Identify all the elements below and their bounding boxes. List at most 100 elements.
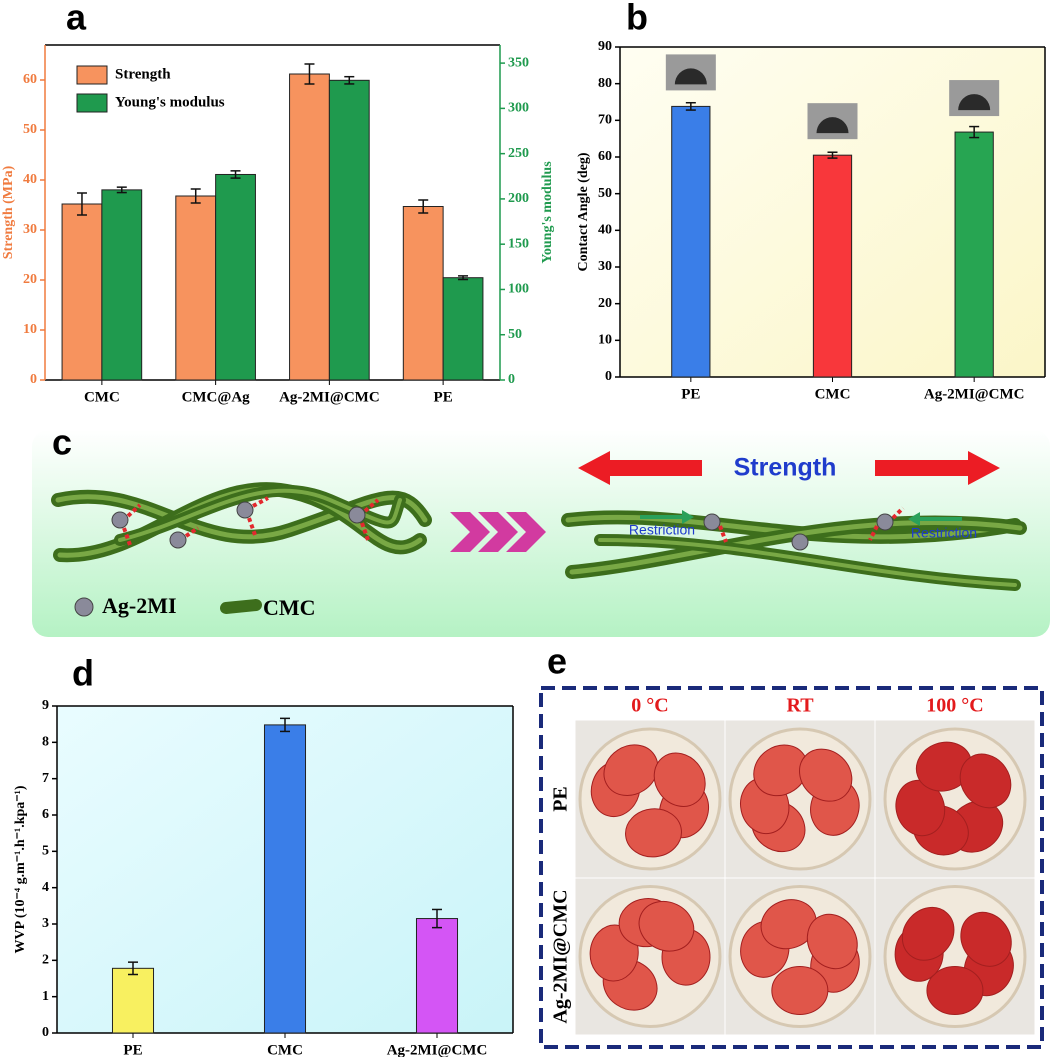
x-tick-label: PE	[123, 1042, 142, 1057]
x-tick-label: PE	[681, 386, 700, 402]
y2-tick-label: 0	[508, 372, 515, 387]
y2-tick-label: 300	[508, 101, 529, 116]
y-tick-label: 7	[42, 771, 49, 786]
x-tick-label: PE	[434, 389, 453, 405]
row-label: PE	[550, 786, 572, 812]
y-tick-label: 1	[42, 989, 49, 1004]
y2-tick-label: 150	[508, 236, 529, 251]
fibers-relaxed	[51, 482, 432, 563]
x-tick-label: Ag-2MI@CMC	[279, 389, 380, 405]
arrow-small	[640, 510, 694, 524]
x-tick-label: CMC@Ag	[182, 389, 251, 405]
legend-label: Young's modulus	[115, 94, 225, 110]
error-bar	[190, 188, 201, 204]
diagram-title: Strength	[734, 454, 837, 482]
y-tick-label: 40	[598, 223, 612, 238]
bar	[111, 967, 155, 1034]
y-tick-label: 70	[598, 113, 612, 128]
error-bar	[344, 75, 355, 85]
strawberry	[806, 913, 858, 970]
y-tick-label: 2	[42, 953, 49, 968]
strawberry	[653, 752, 706, 807]
photo-grid: e 0 °C RT 100 °C PE Ag-2MI@CMC	[539, 641, 1044, 1049]
annotation: Restriction	[629, 522, 695, 538]
bar	[61, 203, 103, 381]
bonds	[122, 496, 905, 546]
droplet	[958, 94, 991, 111]
error-bar	[827, 151, 838, 159]
error-bar	[116, 186, 127, 194]
error-bar	[230, 170, 241, 179]
y-tick-label: 0	[30, 372, 37, 387]
y-tick-label: 0	[605, 369, 612, 384]
error-bar	[304, 63, 315, 85]
legend-swatch	[76, 93, 108, 113]
panel-label: c	[52, 422, 72, 463]
error-bar	[432, 908, 442, 929]
arrow-left	[578, 451, 702, 485]
legend-label: Strength	[115, 66, 171, 82]
y2-tick-label: 200	[508, 191, 529, 206]
y2-tick-label: 50	[508, 327, 522, 342]
bar	[415, 918, 459, 1034]
y-tick-label: 0	[42, 1025, 49, 1040]
legend-label: CMC	[263, 595, 316, 620]
strawberry	[799, 748, 853, 802]
error-bar	[128, 961, 138, 976]
particles	[74, 501, 894, 617]
error-bar	[969, 125, 980, 139]
annotation: Restriction	[911, 525, 977, 541]
droplet	[674, 68, 707, 85]
strawberry	[926, 965, 984, 1016]
x-tick-label: CMC	[267, 1042, 303, 1057]
y-tick-label: 30	[598, 259, 612, 274]
y-tick-label: 60	[23, 72, 37, 87]
fibers-stretched	[561, 510, 1027, 591]
y-tick-label: 80	[598, 76, 612, 91]
y-tick-label: 3	[42, 916, 49, 931]
y-tick-label: 30	[23, 222, 37, 237]
chevrons	[450, 512, 546, 552]
error-bar	[76, 192, 87, 216]
bar	[215, 173, 256, 381]
column-label: 100 °C	[926, 695, 983, 717]
y-axis-label: Contact Angle (deg)	[576, 152, 591, 271]
strawberry	[895, 779, 946, 837]
bar	[101, 189, 143, 381]
row-label: Ag-2MI@CMC	[550, 889, 572, 1023]
x-tick-label: Ag-2MI@CMC	[924, 386, 1025, 402]
x-tick-label: Ag-2MI@CMC	[387, 1042, 488, 1057]
droplet	[816, 117, 849, 134]
y2-axis-label: Young's modulus	[540, 161, 555, 264]
y-axis-label: Strength (MPa)	[1, 165, 16, 259]
x-tick-label: CMC	[815, 386, 851, 402]
bar	[442, 277, 484, 381]
bar	[289, 73, 330, 381]
y-tick-label: 40	[23, 172, 37, 187]
strawberry	[603, 744, 659, 796]
y-tick-label: 50	[23, 122, 37, 137]
y-tick-label: 6	[42, 807, 49, 822]
y-tick-label: 8	[42, 735, 49, 750]
bar	[671, 105, 711, 378]
legend-label: Ag-2MI	[102, 593, 177, 618]
y2-tick-label: 100	[508, 282, 529, 297]
column-label: RT	[786, 695, 814, 717]
y-tick-label: 20	[598, 296, 612, 311]
panel-label: d	[72, 653, 94, 694]
y-tick-label: 5	[42, 844, 49, 859]
y-tick-label: 9	[42, 698, 49, 713]
strawberry	[901, 906, 955, 961]
y2-tick-label: 250	[508, 146, 529, 161]
arrow-small	[908, 512, 962, 526]
diagram: c	[32, 422, 1050, 637]
strawberry	[771, 965, 829, 1015]
error-bar	[418, 199, 429, 214]
bar	[175, 195, 217, 381]
panel-label: e	[547, 641, 567, 682]
y-tick-label: 10	[23, 322, 37, 337]
y-tick-label: 50	[598, 186, 612, 201]
panel-label: a	[66, 0, 87, 38]
y-tick-label: 60	[598, 149, 612, 164]
